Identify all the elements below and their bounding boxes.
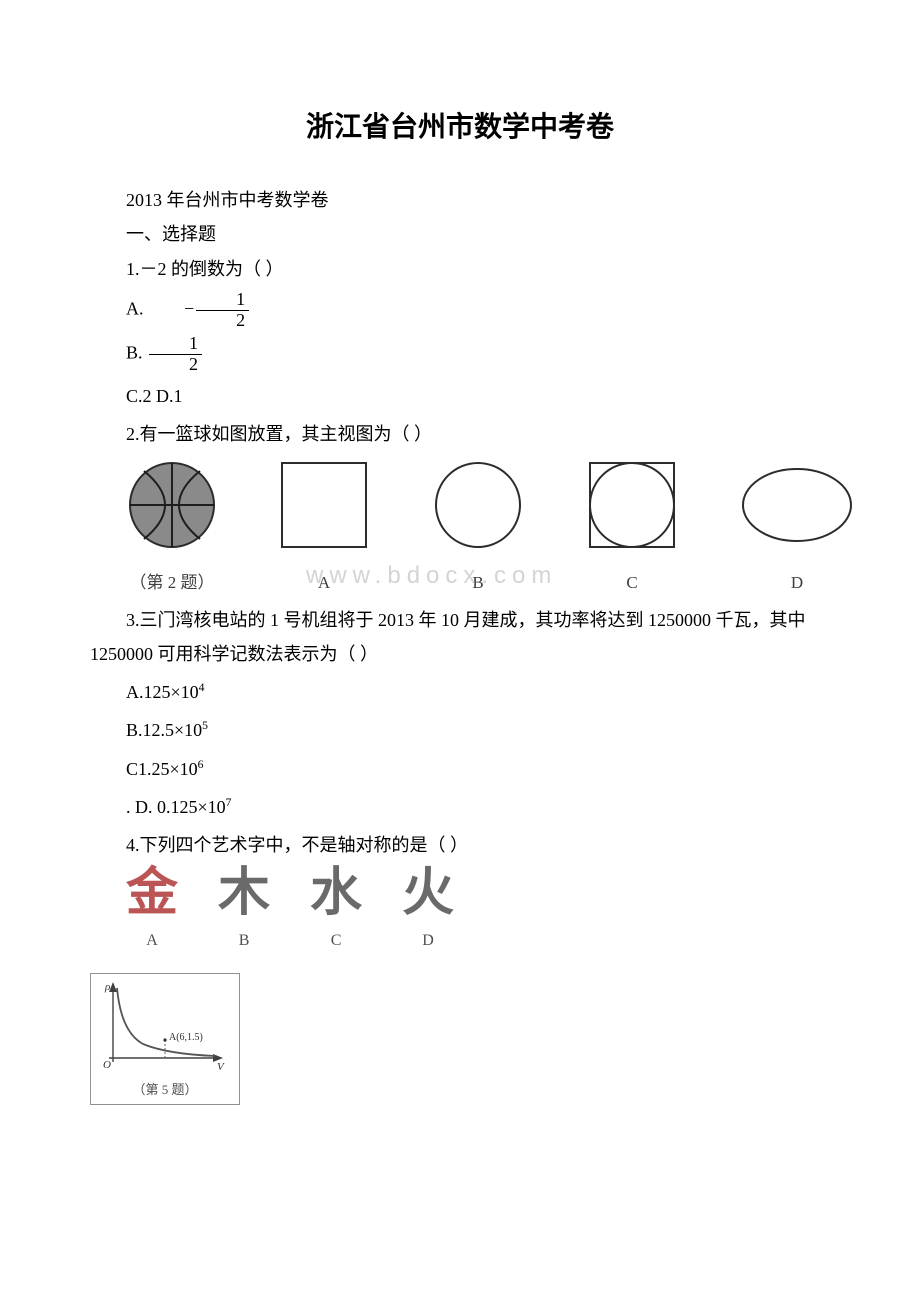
q4-option-b: 木 B <box>218 868 270 956</box>
option-label: A. <box>126 682 144 702</box>
option-label: D <box>702 567 856 599</box>
q2-basketball: （第 2 题） <box>90 459 218 598</box>
svg-text:O: O <box>103 1059 111 1071</box>
q4-option-d: 火 D <box>402 868 454 956</box>
q4-char-row: 金 A 木 B 水 C 火 D <box>90 862 830 960</box>
page-title: 浙江省台州市数学中考卷 <box>90 100 830 153</box>
option-label: B. <box>126 343 143 363</box>
q5-caption: （第 5 题） <box>95 1078 235 1103</box>
q2-caption: （第 2 题） <box>90 567 218 599</box>
q3-stem: 3.三门湾核电站的 1 号机组将于 2013 年 10 月建成，其功率将达到 1… <box>90 603 830 671</box>
q3-option-d: . D. 0.125×107 <box>90 790 830 824</box>
art-char: 火 <box>402 868 454 920</box>
option-label: C <box>548 567 680 599</box>
q3-option-c: C1.25×106 <box>90 752 830 786</box>
fraction: 12 <box>149 334 202 375</box>
value-base: 12.5×10 <box>143 720 203 740</box>
q2-figure-row: （第 2 题） A B C <box>90 451 830 602</box>
document-page: 浙江省台州市数学中考卷 2013 年台州市中考数学卷 一、选择题 1.－2 的倒… <box>0 0 920 1165</box>
minus-sign: − <box>184 298 194 318</box>
value-exp: 5 <box>202 719 208 732</box>
value-exp: 7 <box>226 796 232 809</box>
q5-graph: A(6,1.5) ρ V O （第 5 题） <box>90 973 830 1106</box>
q3-stem-text: 3.三门湾核电站的 1 号机组将于 2013 年 10 月建成，其功率将达到 1… <box>90 610 806 664</box>
art-char: 金 <box>126 868 178 920</box>
option-label: A. <box>126 298 144 318</box>
value-exp: 4 <box>199 681 205 694</box>
q2-option-b: B <box>394 459 526 598</box>
value-base: 125×10 <box>144 682 199 702</box>
value-base: 1.25×10 <box>138 759 198 779</box>
q3-option-b: B.12.5×105 <box>90 713 830 747</box>
option-label: B <box>394 567 526 599</box>
point-label: A(6,1.5) <box>169 1032 203 1043</box>
option-label: C <box>310 926 362 956</box>
q1-option-a: A. −12 <box>90 290 830 331</box>
subtitle: 2013 年台州市中考数学卷 <box>90 183 830 217</box>
q2-option-c: C <box>548 459 680 598</box>
option-label: B <box>218 926 270 956</box>
fraction: 12 <box>196 290 249 331</box>
q1-option-b: B. 12 <box>90 334 830 375</box>
q4-stem: 4.下列四个艺术字中，不是轴对称的是（ ） <box>90 828 830 862</box>
svg-text:ρ: ρ <box>104 981 110 993</box>
art-char: 水 <box>310 868 362 920</box>
value-base: 0.125×10 <box>157 797 226 817</box>
option-label: A <box>240 567 372 599</box>
q2-option-d: D <box>702 459 856 598</box>
q1-option-cd: C.2 D.1 <box>90 379 830 413</box>
q4-option-a: 金 A <box>126 868 178 956</box>
q3-option-a: A.125×104 <box>90 675 830 709</box>
value-exp: 6 <box>198 758 204 771</box>
option-label: A <box>126 926 178 956</box>
q2-option-a: A <box>240 459 372 598</box>
q4-option-c: 水 C <box>310 868 362 956</box>
option-label: D <box>402 926 454 956</box>
option-label: B. <box>126 720 143 740</box>
option-label: C <box>126 759 138 779</box>
option-label: . D. <box>126 797 157 817</box>
svg-text:V: V <box>217 1061 225 1073</box>
art-char: 木 <box>218 868 270 920</box>
q2-stem: 2.有一篮球如图放置，其主视图为（ ） <box>90 417 830 451</box>
section-heading: 一、选择题 <box>90 217 830 251</box>
q1-stem: 1.－2 的倒数为（ ） <box>90 252 830 286</box>
